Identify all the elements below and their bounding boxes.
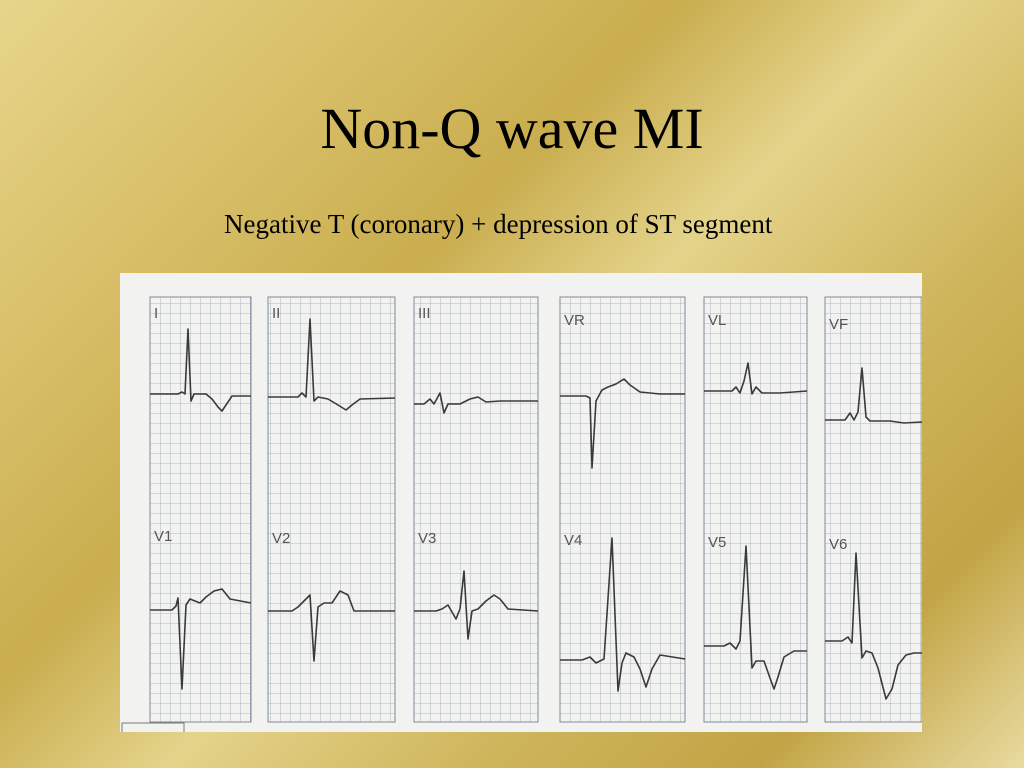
trace-II — [268, 318, 396, 411]
lead-label-V3: V3 — [418, 530, 436, 547]
lead-label-VL: VL — [708, 312, 726, 329]
lead-label-VR: VR — [564, 312, 585, 329]
grid-panel-4 — [559, 296, 686, 723]
ecg-traces — [150, 318, 922, 700]
trace-V3 — [414, 570, 539, 640]
trace-III — [414, 392, 538, 414]
trace-V4 — [560, 537, 686, 692]
grid-panel-3 — [413, 296, 539, 723]
trace-V1 — [150, 588, 252, 690]
grid-panel-6 — [824, 296, 922, 723]
lead-label-II: II — [272, 305, 280, 322]
trace-VL — [704, 362, 808, 395]
slide-title: Non-Q wave MI — [320, 96, 704, 161]
trace-VR — [560, 378, 685, 469]
slide-subtitle: Negative T (coronary) + depression of ST… — [224, 209, 773, 239]
grid-panel-1 — [149, 296, 252, 723]
trace-V6 — [825, 552, 922, 700]
trace-I — [150, 328, 251, 412]
ecg-grid-panels — [121, 296, 922, 732]
lead-label-I: I — [154, 305, 158, 322]
trace-V2 — [268, 590, 395, 662]
lead-label-V2: V2 — [272, 530, 290, 547]
lead-label-III: III — [418, 305, 431, 322]
lead-label-V6: V6 — [829, 536, 847, 553]
lead-label-V5: V5 — [708, 534, 726, 551]
lead-label-V1: V1 — [154, 528, 172, 545]
trace-VF — [825, 367, 922, 424]
lead-label-V4: V4 — [564, 532, 582, 549]
trace-V5 — [704, 545, 807, 690]
lead-label-VF: VF — [829, 316, 848, 333]
grid-panel-5 — [703, 296, 808, 723]
grid-panel-2 — [267, 296, 396, 723]
corner-box — [121, 722, 185, 732]
lead-labels: I II III VR VL VF V1 V2 V3 V4 V5 V6 — [154, 305, 848, 553]
ecg-image: I II III VR VL VF V1 V2 V3 V4 V5 V6 — [120, 273, 922, 732]
